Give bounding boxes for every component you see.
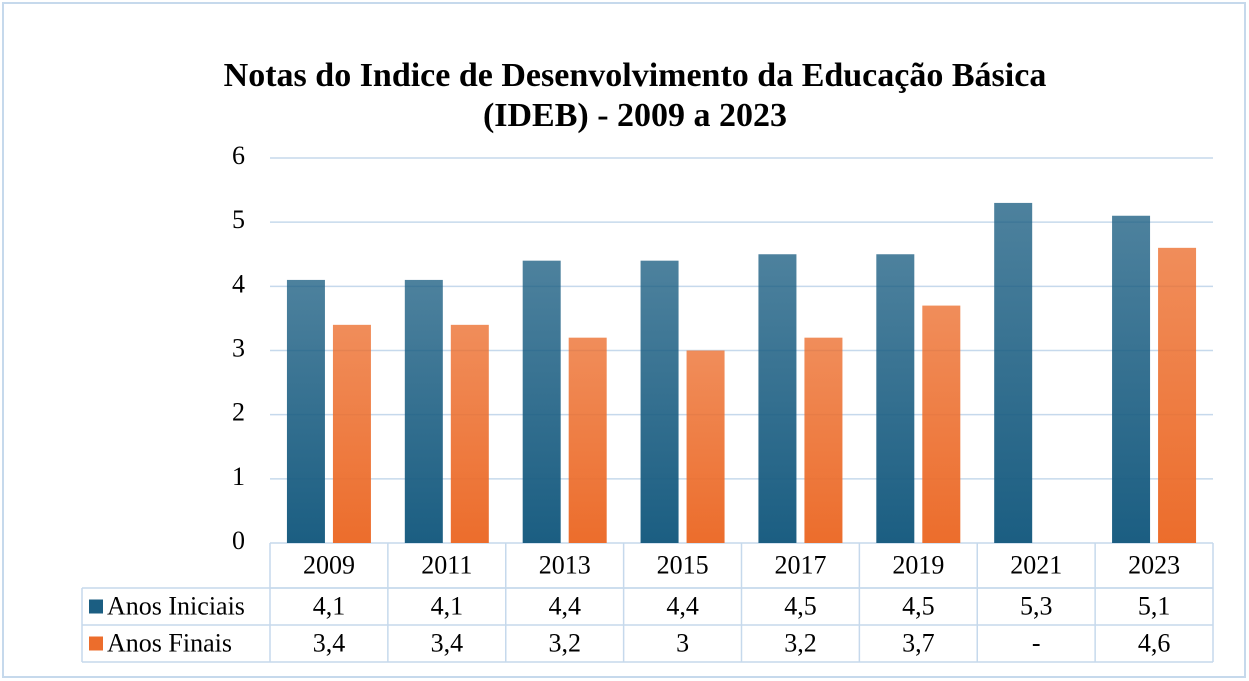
x-tick-label: 2021 xyxy=(1010,550,1062,579)
chart-subtitle: (IDEB) - 2009 a 2023 xyxy=(483,97,787,134)
y-tick-label: 2 xyxy=(232,398,245,427)
y-tick-label: 6 xyxy=(232,141,245,170)
x-tick-label: 2013 xyxy=(539,550,591,579)
legend-label: Anos Finais xyxy=(107,628,232,657)
bar xyxy=(568,337,607,543)
y-tick-label: 0 xyxy=(232,526,245,555)
table-value: 3,4 xyxy=(313,628,346,657)
bar xyxy=(804,337,843,543)
legend-key xyxy=(89,599,103,614)
legend-key xyxy=(89,636,103,651)
bar xyxy=(286,279,325,543)
table-value: 3 xyxy=(676,628,689,657)
x-tick-label: 2023 xyxy=(1128,550,1180,579)
table-value: 3,4 xyxy=(431,628,464,657)
bar xyxy=(1158,247,1197,544)
table-value: 4,4 xyxy=(548,591,581,620)
table-value: 3,2 xyxy=(548,628,581,657)
bar xyxy=(922,305,961,543)
table-value: 3,2 xyxy=(784,628,817,657)
y-tick-label: 3 xyxy=(232,333,245,362)
table-value: 4,1 xyxy=(431,591,464,620)
bar xyxy=(876,254,915,543)
bar xyxy=(404,279,443,543)
table-value: 4,6 xyxy=(1138,628,1171,657)
bar xyxy=(758,254,797,543)
x-tick-label: 2011 xyxy=(421,550,472,579)
legend-label: Anos Iniciais xyxy=(107,591,245,620)
table-value: 4,5 xyxy=(902,591,935,620)
table-value: 3,7 xyxy=(902,628,935,657)
chart-title: Notas do Indice de Desenvolvimento da Ed… xyxy=(224,57,1047,94)
x-tick-label: 2015 xyxy=(657,550,709,579)
bar xyxy=(332,324,371,543)
x-tick-label: 2017 xyxy=(774,550,826,579)
y-tick-label: 5 xyxy=(232,205,245,234)
bar xyxy=(994,202,1033,543)
table-value: 5,1 xyxy=(1138,591,1171,620)
y-tick-label: 4 xyxy=(232,269,245,298)
bar xyxy=(640,260,679,543)
bar xyxy=(1112,215,1151,543)
bar xyxy=(522,260,561,543)
bar xyxy=(450,324,489,543)
table-value: - xyxy=(1032,628,1041,657)
bar xyxy=(686,350,725,543)
table-value: 4,5 xyxy=(784,591,817,620)
x-tick-label: 2009 xyxy=(303,550,355,579)
y-tick-label: 1 xyxy=(232,462,245,491)
table-value: 4,1 xyxy=(313,591,346,620)
x-tick-label: 2019 xyxy=(892,550,944,579)
table-value: 4,4 xyxy=(666,591,699,620)
table-value: 5,3 xyxy=(1020,591,1053,620)
